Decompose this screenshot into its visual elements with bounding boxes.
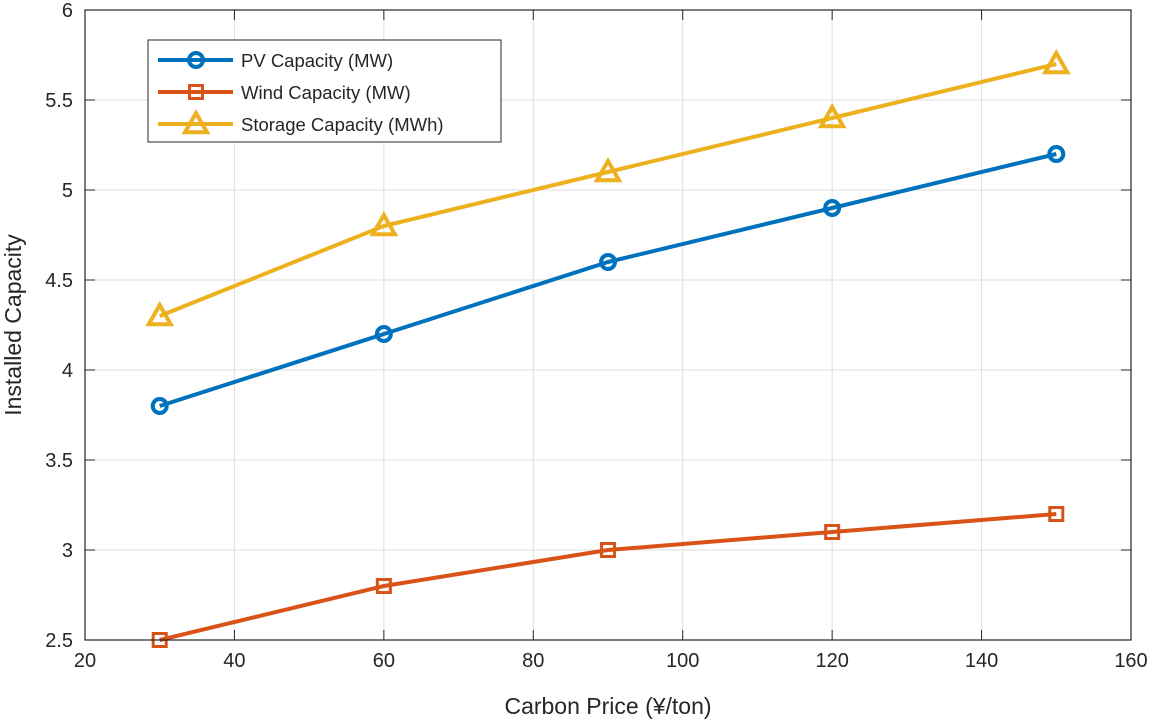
x-tick-label: 80: [522, 650, 544, 672]
x-tick-label: 160: [1114, 650, 1147, 672]
x-tick-label: 140: [965, 650, 998, 672]
data-point-circle: [599, 253, 617, 271]
data-point-triangle: [369, 210, 399, 237]
legend: PV Capacity (MW) Wind Capacity (MW) Storag…: [147, 39, 502, 143]
y-axis-label: Installed Capacity: [0, 234, 26, 416]
x-tick-label: 40: [223, 650, 245, 672]
data-point-square: [375, 578, 392, 594]
y-tick-label: 2.5: [45, 630, 73, 652]
data-point-triangle: [1041, 48, 1071, 75]
legend-entry-label: Storage Capacity (MWh): [241, 114, 444, 135]
axes-box: [84, 9, 1132, 641]
data-point-circle: [150, 397, 169, 415]
y-tick-label: 6: [62, 0, 73, 22]
data-point-circle: [374, 325, 393, 343]
legend-marker: [188, 84, 204, 100]
legend-entry-label: PV Capacity (MW): [241, 50, 393, 71]
legend-marker: [181, 108, 211, 135]
x-tick-label: 120: [815, 650, 848, 672]
x-tick-label: 60: [373, 650, 395, 672]
data-point-square: [600, 542, 616, 558]
series-lines: [158, 62, 1057, 642]
legend-marker: [187, 51, 205, 69]
data-point-square: [1048, 506, 1065, 522]
data-point-triangle: [593, 156, 623, 183]
y-tick-label: 3: [62, 540, 73, 562]
series-line: [159, 152, 1057, 408]
y-tick-label: 5: [62, 180, 73, 202]
data-point-square: [824, 524, 841, 540]
series-line: [159, 512, 1057, 642]
y-tick-label: 4: [62, 360, 73, 382]
tick-labels: 20 40 60 80 100 120 140 160 2.5 3 3.5 4 4.5 5 5.5 6: [45, 0, 1148, 672]
y-tick-label: 4.5: [45, 270, 73, 292]
data-point-triangle: [145, 300, 175, 327]
x-tick-label: 20: [74, 650, 96, 672]
x-axis-label: Carbon Price (¥/ton): [504, 693, 711, 719]
axis-ticks: [84, 9, 1132, 641]
y-tick-label: 5.5: [45, 90, 73, 112]
data-point-triangle: [817, 102, 847, 129]
data-point-circle: [823, 199, 842, 217]
data-point-circle: [1047, 145, 1066, 163]
x-tick-label: 100: [666, 650, 699, 672]
series-line: [158, 62, 1057, 318]
y-tick-label: 3.5: [45, 450, 73, 472]
legend-entry-label: Wind Capacity (MW): [241, 82, 411, 103]
